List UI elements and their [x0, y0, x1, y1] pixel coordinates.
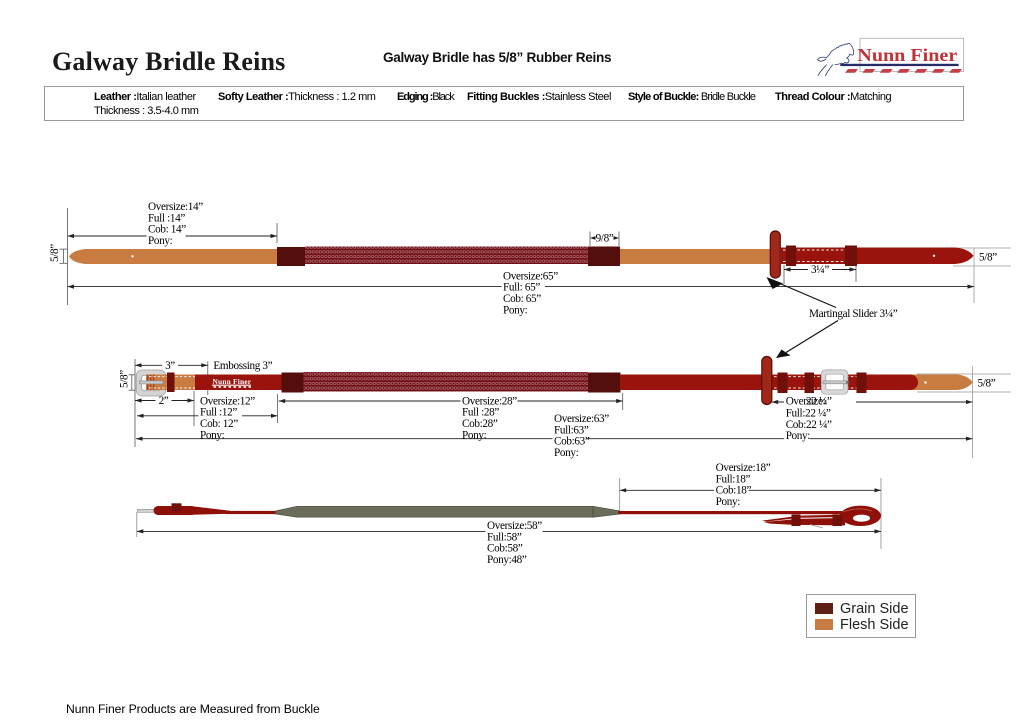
svg-text:Pony:: Pony:	[200, 429, 225, 441]
svg-text:5/8”: 5/8”	[979, 252, 997, 264]
svg-text:Pony:: Pony:	[462, 429, 487, 441]
svg-text:Oversize:58”: Oversize:58”	[487, 520, 542, 532]
svg-text:2”: 2”	[159, 395, 169, 407]
svg-text:Nunn Finer: Nunn Finer	[213, 377, 252, 386]
svg-text:5/8”: 5/8”	[978, 378, 996, 390]
svg-text:Full:18”: Full:18”	[716, 473, 751, 485]
svg-text:Full :12”: Full :12”	[200, 407, 237, 419]
svg-text:Full:63”: Full:63”	[554, 424, 589, 436]
svg-text:Full :28”: Full :28”	[462, 407, 499, 419]
svg-text:Oversize:12”: Oversize:12”	[200, 395, 255, 407]
svg-text:Full: 65”: Full: 65”	[503, 282, 540, 294]
svg-text:Cob: 12”: Cob: 12”	[200, 418, 238, 430]
svg-text:Pony:: Pony:	[786, 430, 811, 442]
svg-text:Pony:48”: Pony:48”	[487, 554, 527, 566]
svg-text:Cob:58”: Cob:58”	[487, 543, 523, 555]
svg-text:Full :14”: Full :14”	[148, 212, 185, 224]
svg-text:9/8”: 9/8”	[596, 233, 614, 245]
svg-text:5/8”: 5/8”	[49, 244, 61, 262]
svg-text:Cob: 65”: Cob: 65”	[503, 293, 541, 305]
svg-text:Oversize:28”: Oversize:28”	[462, 395, 517, 407]
svg-text:3”: 3”	[165, 360, 175, 372]
svg-text:Cob: 14”: Cob: 14”	[148, 224, 186, 236]
svg-text:Oversize:63”: Oversize:63”	[554, 413, 609, 425]
svg-text:Oversize:14”: Oversize:14”	[148, 201, 203, 213]
svg-text:Pony:: Pony:	[716, 496, 741, 508]
svg-text:Nunn Finer: Nunn Finer	[857, 45, 957, 65]
svg-text:Oversize:65”: Oversize:65”	[503, 270, 558, 282]
svg-text:Pony:: Pony:	[148, 235, 173, 247]
svg-text:Pony:: Pony:	[503, 304, 528, 316]
svg-text:Full:22 ¼”: Full:22 ¼”	[786, 408, 831, 420]
svg-text:Full:58”: Full:58”	[487, 531, 522, 543]
svg-text:3¼”: 3¼”	[811, 264, 829, 276]
svg-text:Cob:63”: Cob:63”	[554, 436, 590, 448]
svg-text:Cob:22 ¼”: Cob:22 ¼”	[786, 419, 832, 431]
svg-text:22 ¼”: 22 ¼”	[806, 395, 832, 407]
svg-text:Pony:: Pony:	[554, 447, 579, 459]
svg-text:Oversize:18”: Oversize:18”	[716, 462, 771, 474]
svg-text:Embossing 3”: Embossing 3”	[213, 360, 272, 372]
svg-text:Oversize:: Oversize:	[786, 395, 826, 407]
svg-text:5/8”: 5/8”	[119, 370, 131, 388]
svg-text:Cob:28”: Cob:28”	[462, 418, 498, 430]
svg-text:Martingal Slider 3¼”: Martingal Slider 3¼”	[809, 308, 898, 320]
svg-text:Cob:18”: Cob:18”	[716, 485, 752, 497]
